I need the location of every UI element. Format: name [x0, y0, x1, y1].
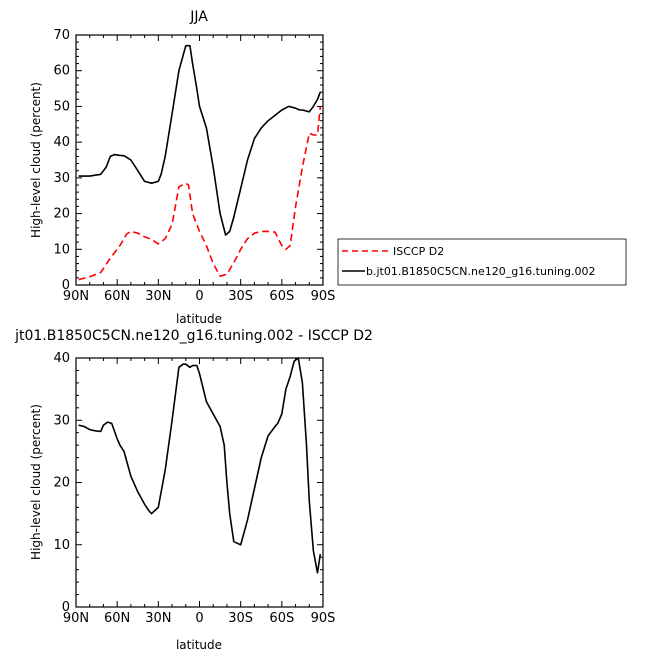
- y-tick-label: 20: [53, 207, 70, 222]
- series-line-0-0: [78, 106, 322, 281]
- bottom-panel: jt01.B1850C5CN.ne120_g16.tuning.002 - IS…: [14, 328, 373, 652]
- x-tick-label: 30S: [228, 611, 253, 626]
- bottom-y-axis-label: High-level cloud (percent): [29, 404, 43, 560]
- y-tick-label: 0: [62, 278, 70, 293]
- x-tick-label: 60S: [269, 611, 294, 626]
- top-y-axis-label: High-level cloud (percent): [29, 82, 43, 238]
- top-plot-frame: [75, 34, 324, 286]
- legend: ISCCP D2 b.jt01.B1850C5CN.ne120_g16.tuni…: [337, 238, 627, 286]
- y-tick-label: 10: [53, 242, 70, 257]
- bottom-plot-frame: [75, 357, 324, 608]
- x-tick-label: 90N: [63, 611, 89, 626]
- x-tick-label: 90N: [63, 289, 89, 304]
- y-tick-label: 40: [53, 351, 70, 366]
- top-x-axis-label: latitude: [176, 312, 222, 326]
- x-tick-label: 90S: [311, 611, 336, 626]
- y-tick-label: 50: [53, 99, 70, 114]
- y-tick-label: 20: [53, 476, 70, 491]
- x-tick-label: 0: [195, 289, 203, 304]
- x-tick-label: 90S: [311, 289, 336, 304]
- y-tick-label: 40: [53, 135, 70, 150]
- x-tick-label: 60S: [269, 289, 294, 304]
- bottom-chart-title: jt01.B1850C5CN.ne120_g16.tuning.002 - IS…: [14, 328, 373, 344]
- series-line-0-1: [78, 44, 322, 236]
- bottom-x-axis-label: latitude: [176, 638, 222, 652]
- top-chart-title: JJA: [189, 9, 208, 25]
- y-tick-label: 30: [53, 413, 70, 428]
- x-tick-label: 60N: [104, 289, 130, 304]
- y-tick-label: 30: [53, 171, 70, 186]
- series-line-1-0: [78, 357, 322, 574]
- legend-box: [337, 238, 627, 286]
- x-tick-label: 0: [195, 611, 203, 626]
- x-tick-label: 30S: [228, 289, 253, 304]
- legend-entry-model: b.jt01.B1850C5CN.ne120_g16.tuning.002: [366, 265, 595, 278]
- y-tick-label: 70: [53, 28, 70, 43]
- y-tick-label: 60: [53, 64, 70, 79]
- y-tick-label: 0: [62, 600, 70, 615]
- x-tick-label: 30N: [145, 611, 171, 626]
- x-tick-label: 30N: [145, 289, 171, 304]
- top-panel: JJA High-level cloud (percent) latitude …: [29, 9, 335, 326]
- legend-entry-isccp: ISCCP D2: [393, 245, 444, 258]
- x-tick-label: 60N: [104, 611, 130, 626]
- y-tick-label: 10: [53, 538, 70, 553]
